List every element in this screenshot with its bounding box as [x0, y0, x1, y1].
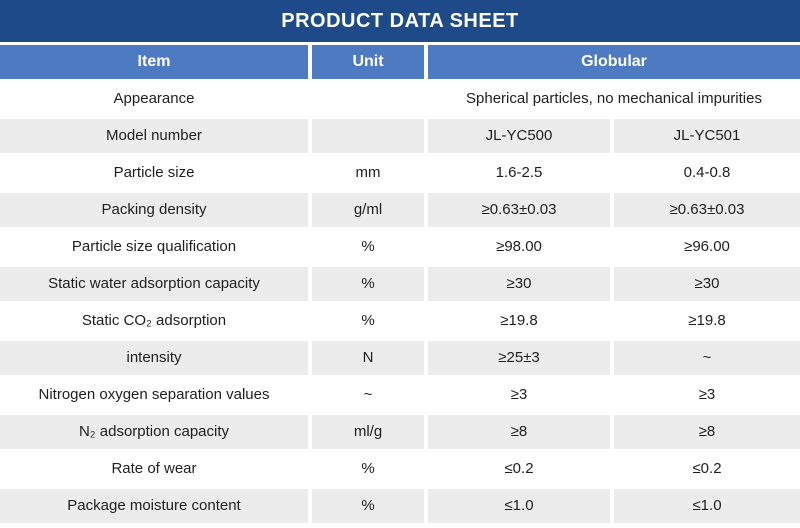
row-globular-value-1: ≥0.63±0.03 — [428, 193, 610, 227]
row-globular-value-2: ~ — [614, 341, 800, 375]
table-row: Particle size mm 1.6-2.5 0.4-0.8 — [0, 156, 800, 190]
row-globular-value-1: ≥25±3 — [428, 341, 610, 375]
row-globular-span-value: Spherical particles, no mechanical impur… — [428, 82, 800, 116]
row-globular-value-2: ≥30 — [614, 267, 800, 301]
row-item-label: Rate of wear — [0, 452, 308, 486]
table-row: Rate of wear % ≤0.2 ≤0.2 — [0, 452, 800, 486]
table-header-row: Item Unit Globular — [0, 45, 800, 79]
row-globular-value-2: ≥8 — [614, 415, 800, 449]
table-row: Appearance Spherical particles, no mecha… — [0, 82, 800, 116]
row-item-label: Packing density — [0, 193, 308, 227]
table-row: N₂ adsorption capacity ml/g ≥8 ≥8 — [0, 415, 800, 449]
table-row: intensity N ≥25±3 ~ — [0, 341, 800, 375]
row-unit-value: % — [312, 304, 424, 338]
row-item-label: Model number — [0, 119, 308, 153]
row-item-label: Nitrogen oxygen separation values — [0, 378, 308, 412]
row-unit-value: N — [312, 341, 424, 375]
row-unit-value: ~ — [312, 378, 424, 412]
table-row: Packing density g/ml ≥0.63±0.03 ≥0.63±0.… — [0, 193, 800, 227]
column-header-unit: Unit — [312, 45, 424, 79]
row-globular-value-2: ≥0.63±0.03 — [614, 193, 800, 227]
row-globular-value-2: ≥96.00 — [614, 230, 800, 264]
column-header-globular: Globular — [428, 45, 800, 79]
row-item-label: Static water adsorption capacity — [0, 267, 308, 301]
row-unit-value: ml/g — [312, 415, 424, 449]
table-row: Model number JL-YC500 JL-YC501 — [0, 119, 800, 153]
row-globular-value-1: ≤0.2 — [428, 452, 610, 486]
page-title: PRODUCT DATA SHEET — [281, 9, 519, 32]
row-unit-value: % — [312, 230, 424, 264]
row-item-label: intensity — [0, 341, 308, 375]
row-globular-value-2: 0.4-0.8 — [614, 156, 800, 190]
row-globular-value-1: ≥30 — [428, 267, 610, 301]
title-bar: PRODUCT DATA SHEET — [0, 0, 800, 42]
table-row: Package moisture content % ≤1.0 ≤1.0 — [0, 489, 800, 523]
row-item-label: N₂ adsorption capacity — [0, 415, 308, 449]
row-globular-value-1: ≥19.8 — [428, 304, 610, 338]
row-item-label: Appearance — [0, 82, 308, 116]
row-globular-value-1: JL-YC500 — [428, 119, 610, 153]
row-globular-value-2: ≥3 — [614, 378, 800, 412]
row-globular-value-1: 1.6-2.5 — [428, 156, 610, 190]
row-globular-value-1: ≥8 — [428, 415, 610, 449]
row-unit-value: g/ml — [312, 193, 424, 227]
table-row: Nitrogen oxygen separation values ~ ≥3 ≥… — [0, 378, 800, 412]
row-unit-value: % — [312, 489, 424, 523]
row-item-label: Static CO₂ adsorption — [0, 304, 308, 338]
data-table: Item Unit Globular Appearance Spherical … — [0, 45, 800, 523]
row-unit-value — [312, 82, 424, 116]
row-globular-value-1: ≥3 — [428, 378, 610, 412]
row-item-label: Particle size qualification — [0, 230, 308, 264]
row-globular-value-2: ≤1.0 — [614, 489, 800, 523]
row-unit-value: % — [312, 452, 424, 486]
row-item-label: Package moisture content — [0, 489, 308, 523]
table-row: Particle size qualification % ≥98.00 ≥96… — [0, 230, 800, 264]
row-unit-value — [312, 119, 424, 153]
row-item-label: Particle size — [0, 156, 308, 190]
row-globular-value-2: ≥19.8 — [614, 304, 800, 338]
row-globular-value-2: ≤0.2 — [614, 452, 800, 486]
row-globular-value-1: ≤1.0 — [428, 489, 610, 523]
row-unit-value: mm — [312, 156, 424, 190]
table-row: Static CO₂ adsorption % ≥19.8 ≥19.8 — [0, 304, 800, 338]
row-globular-value-2: JL-YC501 — [614, 119, 800, 153]
row-globular-value-1: ≥98.00 — [428, 230, 610, 264]
row-unit-value: % — [312, 267, 424, 301]
table-row: Static water adsorption capacity % ≥30 ≥… — [0, 267, 800, 301]
column-header-item: Item — [0, 45, 308, 79]
